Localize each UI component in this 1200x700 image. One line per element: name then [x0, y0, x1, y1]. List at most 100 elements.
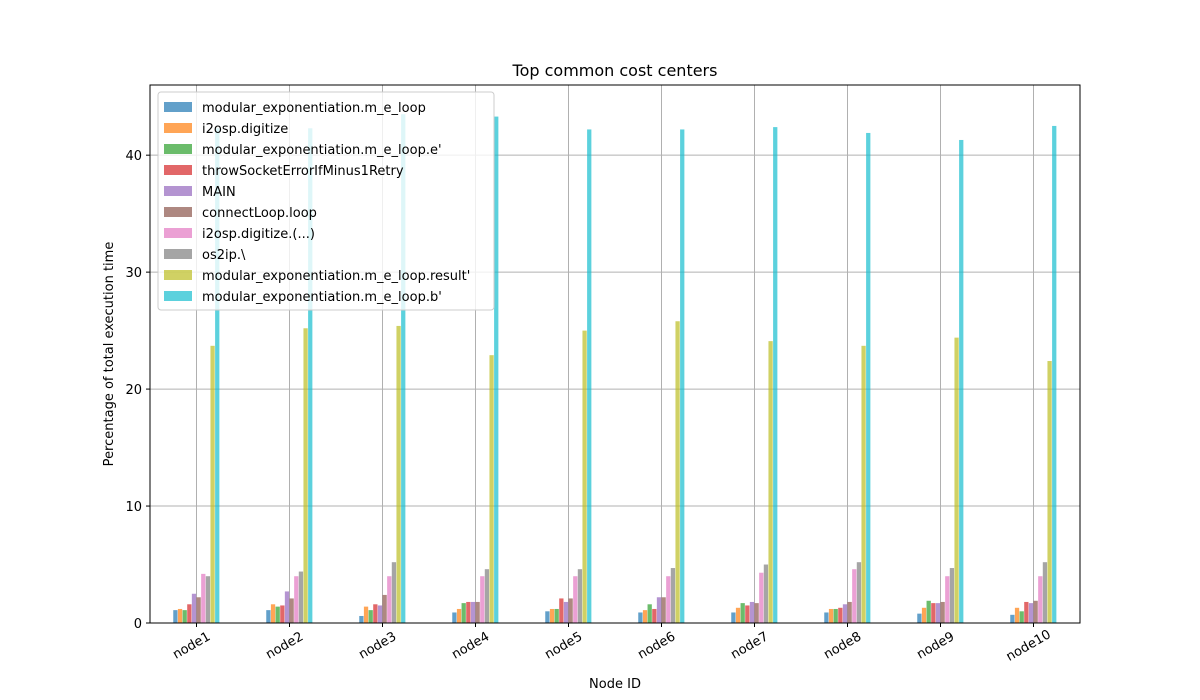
x-axis-label: Node ID: [589, 677, 641, 692]
bar: [921, 607, 927, 623]
bar: [480, 576, 485, 623]
bar: [1010, 614, 1015, 623]
legend-swatch: [164, 165, 192, 175]
bar: [768, 341, 773, 623]
bar: [191, 593, 197, 623]
bar: [666, 576, 671, 623]
bar: [475, 601, 480, 623]
bar: [861, 345, 866, 623]
bar: [833, 608, 838, 623]
bar: [298, 571, 304, 623]
legend-label: i2osp.digitize.(...): [202, 227, 315, 242]
bar: [1014, 607, 1020, 623]
bar: [275, 606, 280, 623]
bar: [573, 576, 578, 623]
bar: [866, 132, 871, 623]
bar: [661, 597, 666, 623]
bar: [494, 116, 499, 624]
bar: [294, 576, 299, 623]
y-axis-label: Percentage of total execution time: [102, 242, 117, 467]
legend-label: MAIN: [202, 185, 236, 200]
bar: [773, 127, 778, 624]
bar: [461, 603, 466, 623]
bar: [931, 603, 936, 623]
bar: [196, 597, 201, 623]
legend-label: modular_exponentiation.m_e_loop.b': [202, 290, 442, 305]
legend-label: connectLoop.loop: [202, 206, 317, 221]
y-tick-label: 20: [125, 383, 142, 398]
bar: [647, 604, 652, 623]
bar: [935, 603, 941, 623]
legend-label: modular_exponentiation.m_e_loop: [202, 101, 426, 116]
bar: [680, 129, 685, 623]
legend: modular_exponentiation.m_e_loop i2osp.dig…: [157, 91, 495, 311]
bar: [470, 601, 476, 623]
bar: [954, 337, 959, 623]
bar: [582, 330, 587, 623]
bar: [1052, 125, 1057, 623]
legend-box: [157, 91, 495, 311]
bar: [945, 576, 950, 623]
bar: [1028, 603, 1034, 623]
chart-title: Top common cost centers: [512, 61, 718, 80]
legend-swatch: [164, 123, 192, 133]
legend-swatch: [164, 186, 192, 196]
bar: [568, 598, 573, 623]
bar: [940, 601, 945, 623]
bar: [587, 129, 592, 623]
bar: [828, 608, 834, 623]
bar: [173, 610, 178, 623]
bar: [842, 604, 848, 623]
bar: [745, 605, 750, 623]
bar: [359, 615, 364, 623]
bar: [382, 594, 387, 623]
legend-swatch: [164, 291, 192, 301]
bars: [173, 114, 1057, 624]
bar: [545, 611, 550, 623]
legend-label: modular_exponentiation.m_e_loop.e': [202, 143, 442, 158]
bar: [484, 569, 490, 623]
bar: [838, 607, 843, 623]
bar: [856, 562, 862, 623]
bar: [642, 610, 648, 623]
bar: [675, 321, 680, 623]
bar: [280, 605, 285, 623]
bar: [652, 608, 657, 623]
bar: [396, 325, 401, 623]
bar: [1024, 601, 1029, 623]
bar: [215, 128, 220, 623]
bar: [284, 591, 290, 623]
bar: [456, 608, 462, 623]
bar: [749, 601, 755, 623]
legend-swatch: [164, 270, 192, 280]
bar: [740, 603, 745, 623]
bar: [949, 568, 955, 623]
bar: [182, 610, 187, 623]
bar: [1038, 576, 1043, 623]
legend-swatch: [164, 249, 192, 259]
bar: [847, 601, 852, 623]
bar: [391, 562, 397, 623]
bar: [959, 139, 964, 624]
bar: [373, 604, 378, 623]
bar: [363, 606, 369, 623]
bar: [205, 576, 211, 623]
bar: [266, 610, 271, 623]
bar: [1047, 361, 1052, 623]
legend-swatch: [164, 144, 192, 154]
y-tick-label: 10: [125, 500, 142, 515]
bar: [489, 355, 494, 623]
bar: [452, 612, 457, 623]
bar: [377, 605, 383, 623]
bar: [401, 114, 406, 623]
bar: [210, 345, 215, 623]
bar: [670, 568, 676, 623]
bar: [735, 607, 741, 623]
bar: [763, 564, 769, 623]
bar: [387, 576, 392, 623]
legend-swatch: [164, 228, 192, 238]
bar: [563, 601, 569, 623]
legend-swatch: [164, 207, 192, 217]
bar: [187, 604, 192, 623]
